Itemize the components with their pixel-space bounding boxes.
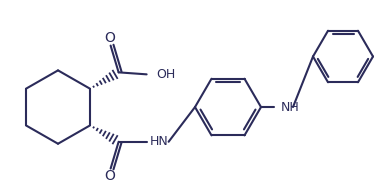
Text: HN: HN xyxy=(150,135,169,148)
Text: OH: OH xyxy=(157,68,176,81)
Text: O: O xyxy=(104,31,115,45)
Text: NH: NH xyxy=(281,101,300,114)
Text: O: O xyxy=(104,169,115,184)
